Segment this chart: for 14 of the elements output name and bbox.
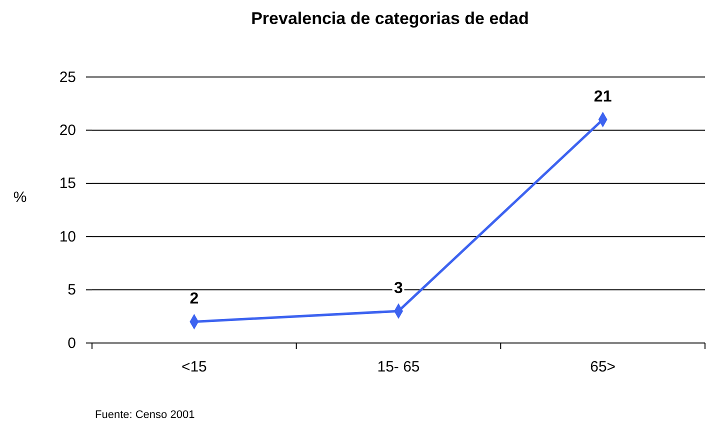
y-tick-label: 15: [59, 175, 76, 192]
x-tick-label: 15- 65: [377, 358, 420, 376]
y-tick-label: 10: [59, 228, 76, 246]
y-tick-label: 0: [68, 334, 76, 352]
data-label: 21: [594, 88, 612, 106]
x-tick-label: 65>: [590, 358, 616, 376]
y-tick-label: 25: [59, 68, 76, 86]
data-label: 2: [190, 290, 199, 308]
y-axis-title: %: [13, 189, 27, 206]
y-tick-label: 5: [68, 282, 76, 299]
x-tick-label: <15: [181, 358, 207, 376]
source-note: Fuente: Censo 2001: [95, 409, 195, 421]
chart-title: Prevalencia de categorias de edad: [251, 9, 529, 28]
y-tick-label: 20: [59, 122, 76, 139]
